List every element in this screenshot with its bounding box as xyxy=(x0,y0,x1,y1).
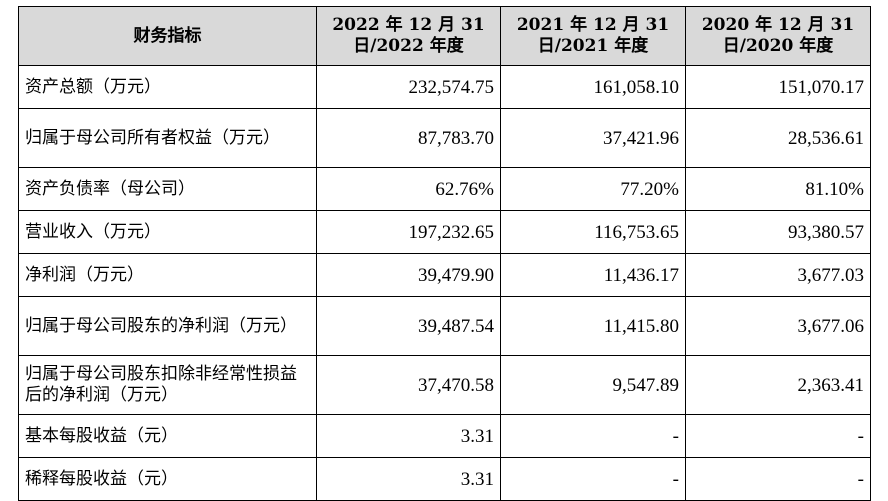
table-header-row: 财务指标 2022 年 12 月 31 日/2022 年度 2021 年 12 … xyxy=(18,6,871,66)
value-2020: 3,677.06 xyxy=(685,296,871,356)
table-row: 营业收入（万元） 197,232.65 116,753.65 93,380.57 xyxy=(18,210,871,254)
table-row: 稀释每股收益（元） 3.31 - - xyxy=(18,457,871,501)
table-row: 归属于母公司股东的净利润（万元） 39,487.54 11,415.80 3,6… xyxy=(18,296,871,356)
value-2020: - xyxy=(685,457,871,501)
value-2020: 2,363.41 xyxy=(685,355,871,415)
value-2022: 87,783.70 xyxy=(316,108,501,168)
value-2022: 197,232.65 xyxy=(316,210,501,254)
value-2021: 37,421.96 xyxy=(500,108,686,168)
table-row: 归属于母公司股东扣除非经常性损益后的净利润（万元） 37,470.58 9,54… xyxy=(18,355,871,415)
value-2022: 3.31 xyxy=(316,457,501,501)
value-2021: 161,058.10 xyxy=(500,65,686,109)
value-2021: 116,753.65 xyxy=(500,210,686,254)
value-2022: 39,479.90 xyxy=(316,253,501,297)
header-2022: 2022 年 12 月 31 日/2022 年度 xyxy=(316,6,501,66)
value-2021: 9,547.89 xyxy=(500,355,686,415)
value-2020: 151,070.17 xyxy=(685,65,871,109)
table-row: 基本每股收益（元） 3.31 - - xyxy=(18,414,871,458)
value-2022: 37,470.58 xyxy=(316,355,501,415)
value-2022: 3.31 xyxy=(316,414,501,458)
header-indicator: 财务指标 xyxy=(18,6,317,66)
table-row: 净利润（万元） 39,479.90 11,436.17 3,677.03 xyxy=(18,253,871,297)
value-2022: 39,487.54 xyxy=(316,296,501,356)
row-label: 归属于母公司股东扣除非经常性损益后的净利润（万元） xyxy=(18,355,317,415)
row-label: 营业收入（万元） xyxy=(18,210,317,254)
value-2020: - xyxy=(685,414,871,458)
table-row: 归属于母公司所有者权益（万元） 87,783.70 37,421.96 28,5… xyxy=(18,108,871,168)
table-row: 资产总额（万元） 232,574.75 161,058.10 151,070.1… xyxy=(18,65,871,109)
table-row: 资产负债率（母公司） 62.76% 77.20% 81.10% xyxy=(18,167,871,211)
financial-indicators-table: 财务指标 2022 年 12 月 31 日/2022 年度 2021 年 12 … xyxy=(18,6,871,501)
value-2020: 3,677.03 xyxy=(685,253,871,297)
row-label: 稀释每股收益（元） xyxy=(18,457,317,501)
header-2021: 2021 年 12 月 31 日/2021 年度 xyxy=(500,6,686,66)
row-label: 归属于母公司所有者权益（万元） xyxy=(18,108,317,168)
value-2020: 28,536.61 xyxy=(685,108,871,168)
value-2020: 93,380.57 xyxy=(685,210,871,254)
row-label: 资产负债率（母公司） xyxy=(18,167,317,211)
row-label: 基本每股收益（元） xyxy=(18,414,317,458)
header-2020: 2020 年 12 月 31 日/2020 年度 xyxy=(685,6,871,66)
row-label: 净利润（万元） xyxy=(18,253,317,297)
value-2022: 232,574.75 xyxy=(316,65,501,109)
value-2021: 11,436.17 xyxy=(500,253,686,297)
row-label: 资产总额（万元） xyxy=(18,65,317,109)
value-2022: 62.76% xyxy=(316,167,501,211)
value-2021: 11,415.80 xyxy=(500,296,686,356)
value-2020: 81.10% xyxy=(685,167,871,211)
value-2021: - xyxy=(500,414,686,458)
value-2021: - xyxy=(500,457,686,501)
value-2021: 77.20% xyxy=(500,167,686,211)
row-label: 归属于母公司股东的净利润（万元） xyxy=(18,296,317,356)
